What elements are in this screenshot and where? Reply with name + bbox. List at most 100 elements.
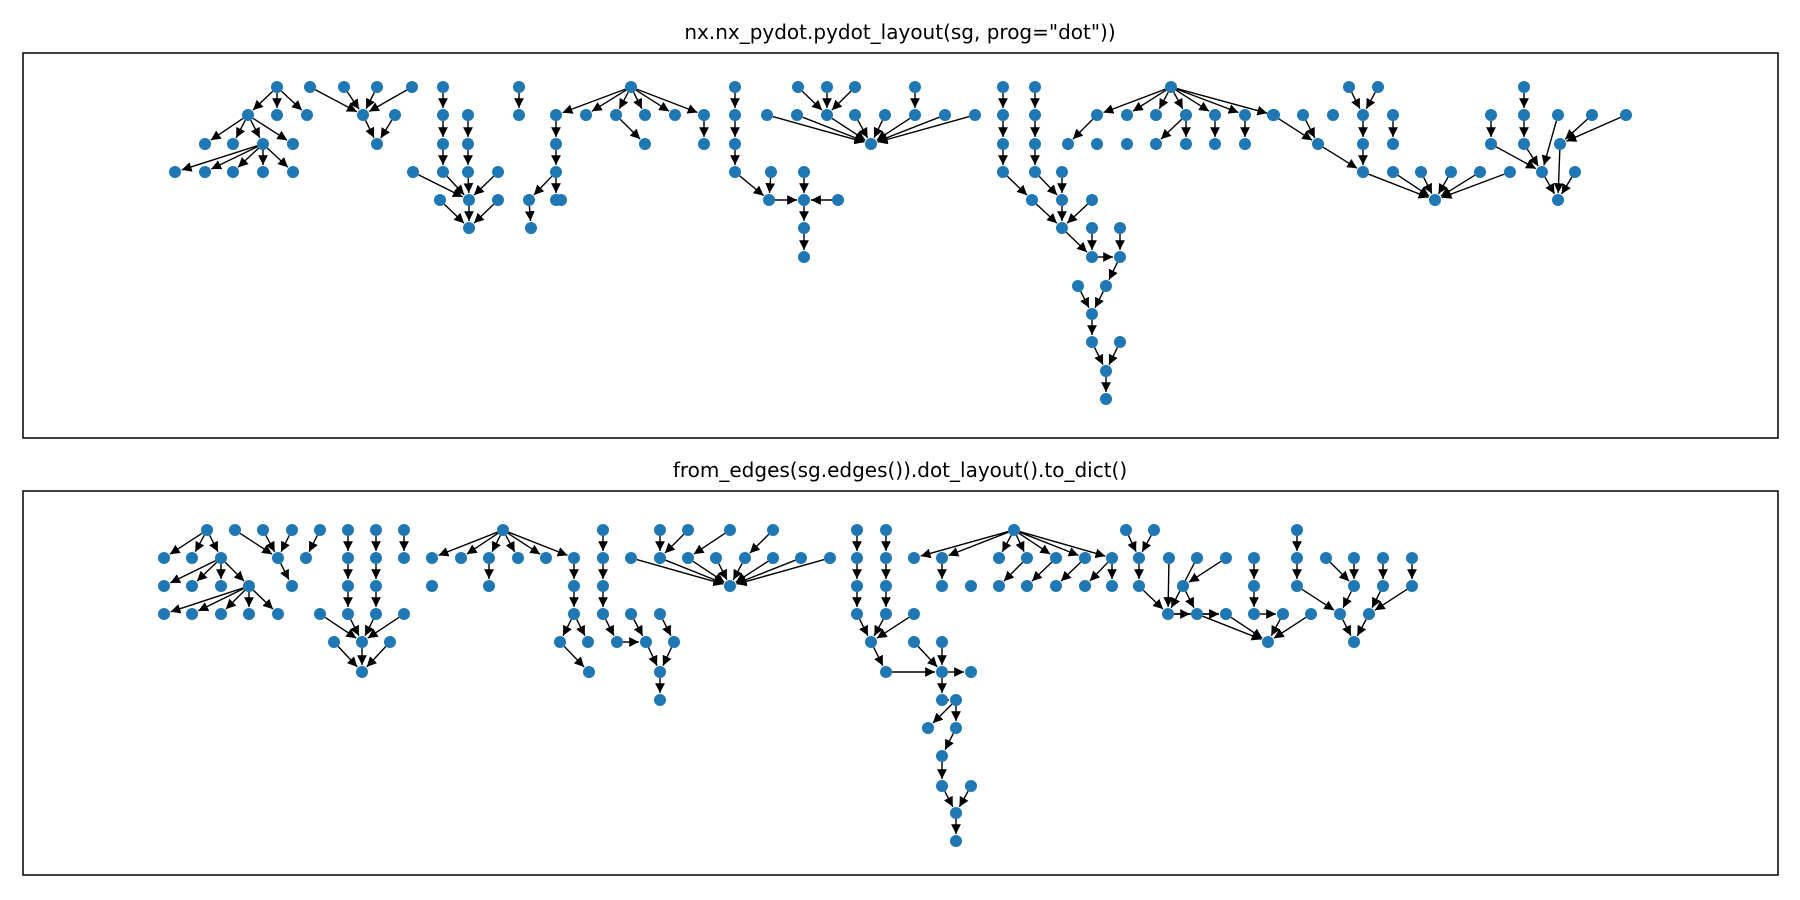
top-graph-node	[698, 109, 710, 121]
bottom-graph-node	[880, 608, 892, 620]
bottom-graph-node	[540, 552, 552, 564]
top-graph-node	[798, 194, 810, 206]
bottom-graph-node	[1248, 580, 1260, 592]
top-graph-node	[1029, 109, 1041, 121]
top-graph-node	[761, 109, 773, 121]
top-graph-edge	[618, 91, 629, 110]
bottom-graph-node	[1277, 608, 1289, 620]
bottom-graph-edge	[252, 589, 274, 610]
top-graph-edge	[591, 89, 627, 112]
top-graph-node	[550, 166, 562, 178]
top-graph-node	[371, 81, 383, 93]
top-graph-edge	[1305, 119, 1316, 139]
bottom-graph-node	[908, 636, 920, 648]
bottom-graph-node	[739, 552, 751, 564]
top-graph-node	[462, 109, 474, 121]
bottom-graph-edge	[1273, 616, 1307, 639]
top-graph-edge	[1035, 203, 1058, 224]
bottom-graph-edge	[563, 645, 585, 668]
top-graph-node	[1552, 109, 1564, 121]
bottom-graph-node	[597, 552, 609, 564]
bottom-graph-node	[936, 580, 948, 592]
bottom-graph-node	[1191, 552, 1203, 564]
top-graph-node	[639, 109, 651, 121]
top-graph-edge	[380, 119, 393, 139]
top-graph-node	[1357, 109, 1369, 121]
bottom-graph-node	[1191, 608, 1203, 620]
top-graph-node	[1026, 194, 1038, 206]
top-graph-node	[909, 109, 921, 121]
bottom-graph-edge	[1185, 591, 1195, 609]
top-graph-node	[729, 109, 741, 121]
bottom-graph-edge	[859, 619, 869, 637]
top-graph-edge	[1006, 175, 1028, 196]
bottom-graph-node	[426, 552, 438, 564]
top-graph-edge	[1108, 262, 1119, 281]
bottom-graph-edge	[1356, 618, 1367, 637]
top-graph-node	[1387, 166, 1399, 178]
top-graph-node	[1239, 138, 1251, 150]
top-graph-node	[1312, 138, 1324, 150]
top-graph-edge	[1176, 88, 1239, 114]
bottom-graph-edge	[662, 647, 673, 666]
bottom-graph-node	[1106, 580, 1118, 592]
top-graph-node	[271, 81, 283, 93]
bottom-graph-node	[936, 780, 948, 792]
bottom-graph-node	[724, 580, 736, 592]
bottom-graph-node	[582, 636, 594, 648]
bottom-graph-edge	[337, 645, 358, 668]
bottom-graph-node	[654, 608, 666, 620]
top-graph-node	[1114, 251, 1126, 263]
bottom-graph-node	[682, 524, 694, 536]
top-graph-edge	[633, 92, 643, 110]
top-graph-node	[1180, 138, 1192, 150]
bottom-graph-node	[1291, 552, 1303, 564]
bottom-graph-edge	[364, 619, 374, 637]
bottom-graph-edge	[505, 534, 516, 553]
bottom-graph-node	[1320, 552, 1332, 564]
top-graph-node	[513, 81, 525, 93]
bottom-graph-node	[880, 580, 892, 592]
bottom-graph-node	[851, 552, 863, 564]
bottom-graph-edge	[749, 533, 770, 554]
bottom-graph-node	[654, 524, 666, 536]
bottom-graph-node	[1163, 552, 1175, 564]
top-graph-node	[437, 109, 449, 121]
top-graph-node	[798, 166, 810, 178]
top-graph-node	[492, 194, 504, 206]
top-graph-node	[798, 222, 810, 234]
top-graph-node	[513, 109, 525, 121]
bottom-graph-node	[1220, 608, 1232, 620]
bottom-graph-edge	[662, 619, 672, 637]
bottom-graph-edge	[1089, 561, 1109, 582]
top-graph-edge	[365, 92, 375, 110]
bottom-graph-node	[1106, 552, 1118, 564]
bottom-graph-node	[965, 780, 977, 792]
bottom-graph-node	[1248, 552, 1260, 564]
bottom-graph-node	[682, 552, 694, 564]
top-graph-node	[729, 166, 741, 178]
bottom-graph-node	[1305, 608, 1317, 620]
top-graph-node	[1518, 81, 1530, 93]
bottom-graph-edge	[636, 558, 724, 587]
top-graph-edge	[1080, 291, 1090, 309]
edges-bottom	[169, 530, 1417, 834]
top-graph-edge	[364, 120, 375, 139]
top-graph-node	[555, 194, 567, 206]
top-graph-edge	[1541, 120, 1558, 166]
top-graph-node	[1072, 280, 1084, 292]
bottom-graph-edge	[1127, 535, 1137, 552]
bottom-graph-node	[922, 722, 934, 734]
nodes-top	[169, 81, 1632, 405]
bottom-graph-node	[1406, 580, 1418, 592]
plot-frame-top	[22, 52, 1779, 439]
bottom-graph-node	[384, 636, 396, 648]
top-graph-node	[1165, 81, 1177, 93]
top-graph-edge	[250, 119, 261, 139]
top-graph-edge	[314, 89, 358, 113]
bottom-graph-edge	[308, 535, 318, 553]
bottom-graph-edge	[170, 587, 244, 614]
bottom-graph-node	[215, 580, 227, 592]
top-graph-edge	[1173, 91, 1184, 110]
top-graph-node	[1100, 280, 1112, 292]
